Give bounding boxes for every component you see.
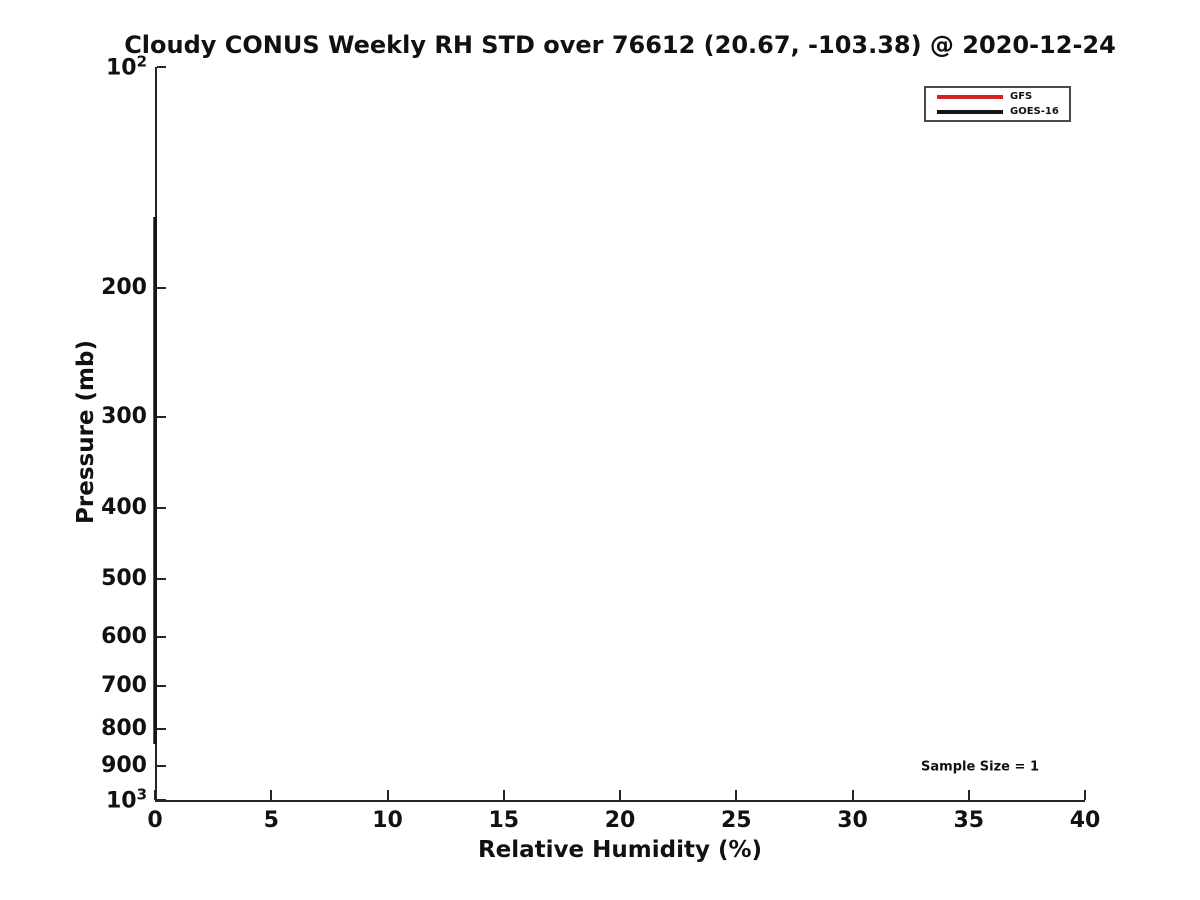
x-axis-line (155, 800, 1085, 802)
y-tick (157, 286, 166, 289)
y-tick-label: 102 (105, 52, 147, 81)
x-tick (1084, 790, 1086, 800)
y-tick-label: 600 (101, 624, 147, 650)
x-tick-label: 15 (488, 808, 520, 833)
legend-label: GFS (1010, 90, 1033, 102)
x-tick-label: 20 (604, 808, 636, 833)
x-tick (735, 790, 738, 800)
y-tick-label: 400 (101, 495, 147, 521)
sample-size-annotation: Sample Size = 1 (921, 759, 1039, 775)
x-tick (154, 790, 156, 800)
x-tick (851, 790, 854, 800)
y-tick-label: 900 (101, 753, 147, 779)
x-tick (386, 790, 389, 800)
y-tick (157, 727, 166, 730)
x-tick-label: 35 (953, 808, 985, 833)
x-tick-label: 25 (720, 808, 752, 833)
y-tick (157, 66, 166, 68)
legend-entry-gfs: GFS (937, 90, 1063, 103)
y-tick-label: 200 (101, 274, 147, 300)
legend-line-goes-16 (937, 109, 1003, 114)
y-tick-label: 700 (101, 673, 147, 699)
x-tick (619, 790, 621, 800)
legend-line-gfs (937, 94, 1003, 99)
y-tick (157, 415, 166, 418)
y-tick-label: 103 (105, 785, 147, 814)
y-axis-label: Pressure (mb) (73, 340, 99, 524)
x-tick-label: 10 (372, 808, 403, 833)
chart-title: Cloudy CONUS Weekly RH STD over 76612 (2… (124, 31, 1116, 59)
plot-area: 102 200 300 400 500 600 700 800 900 103 0 5 10 15 20 25… (101, 54, 1100, 832)
y-tick-label: 800 (101, 715, 147, 741)
x-tick-label: 0 (147, 808, 163, 833)
legend-entry-goes-16: GOES-16 (937, 105, 1063, 118)
legend-label: GOES-16 (1010, 105, 1059, 117)
y-tick-label: 500 (101, 566, 147, 592)
x-tick (502, 790, 505, 800)
y-tick (157, 578, 166, 581)
y-tick (157, 685, 166, 688)
y-tick (157, 799, 166, 801)
y-tick-label: 300 (101, 403, 147, 429)
x-tick (270, 790, 273, 800)
x-tick (967, 790, 970, 800)
y-tick (157, 636, 166, 639)
x-tick-label: 30 (837, 808, 868, 833)
x-tick-label: 40 (1069, 808, 1101, 833)
legend: GFS GOES-16 (924, 86, 1071, 122)
y-tick (157, 507, 166, 510)
x-axis-label: Relative Humidity (%) (477, 837, 763, 863)
series-line-goes-16 (154, 216, 157, 745)
x-tick-label: 5 (263, 808, 279, 833)
y-tick (157, 765, 166, 768)
